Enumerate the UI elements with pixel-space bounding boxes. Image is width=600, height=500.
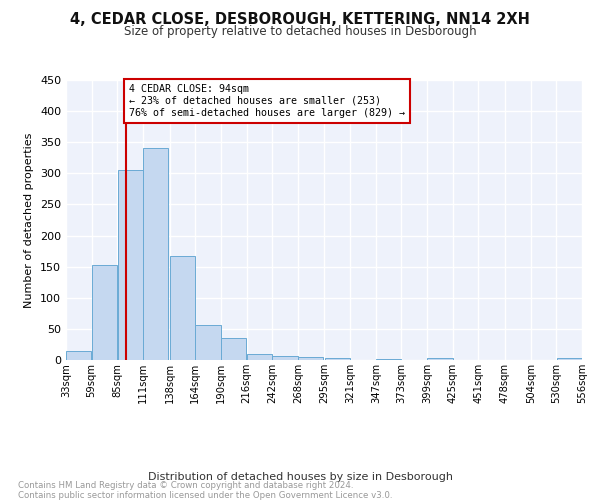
Text: 4, CEDAR CLOSE, DESBOROUGH, KETTERING, NN14 2XH: 4, CEDAR CLOSE, DESBOROUGH, KETTERING, N…: [70, 12, 530, 28]
Bar: [557, 358, 582, 360]
Bar: [221, 338, 247, 360]
Bar: [427, 358, 452, 360]
Bar: [92, 265, 117, 360]
Bar: [143, 148, 169, 360]
Bar: [325, 358, 350, 360]
Bar: [247, 354, 272, 360]
Text: Size of property relative to detached houses in Desborough: Size of property relative to detached ho…: [124, 25, 476, 38]
Bar: [272, 356, 298, 360]
Bar: [66, 350, 91, 360]
Bar: [170, 256, 195, 360]
Bar: [376, 359, 401, 360]
Text: 4 CEDAR CLOSE: 94sqm
← 23% of detached houses are smaller (253)
76% of semi-deta: 4 CEDAR CLOSE: 94sqm ← 23% of detached h…: [129, 84, 405, 117]
Text: Distribution of detached houses by size in Desborough: Distribution of detached houses by size …: [148, 472, 452, 482]
Text: Contains HM Land Registry data © Crown copyright and database right 2024.
Contai: Contains HM Land Registry data © Crown c…: [18, 481, 392, 500]
Bar: [298, 357, 323, 360]
Y-axis label: Number of detached properties: Number of detached properties: [25, 132, 34, 308]
Bar: [196, 325, 221, 360]
Bar: [118, 170, 143, 360]
